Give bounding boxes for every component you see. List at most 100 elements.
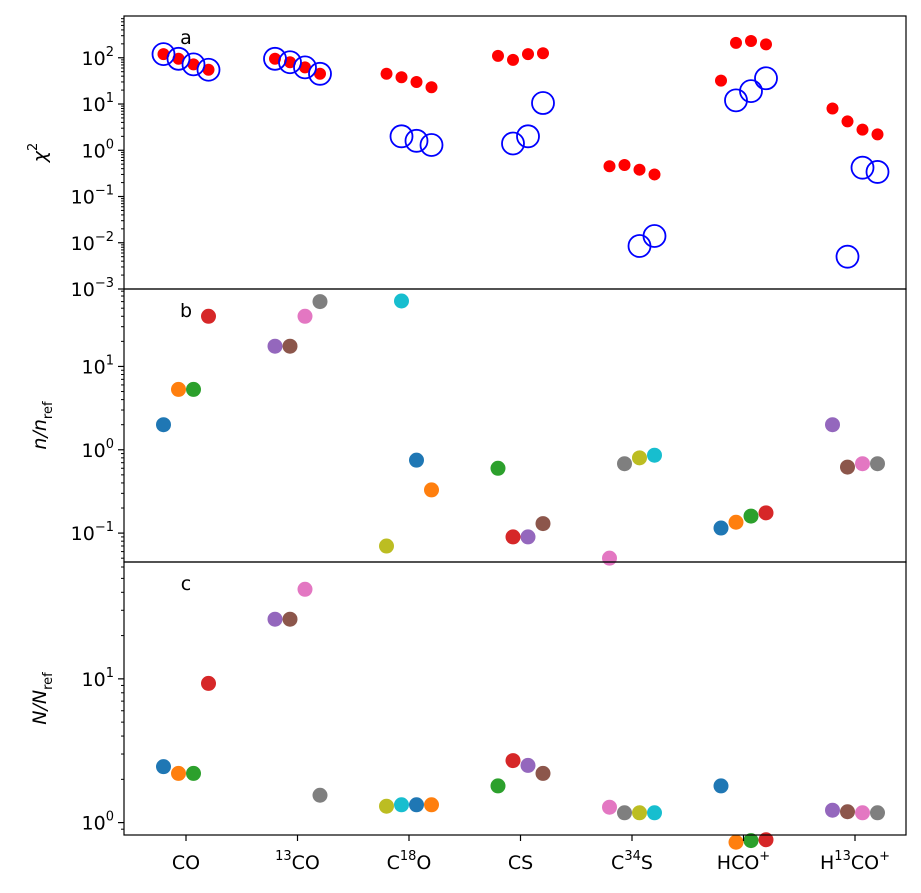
open-marker (642, 224, 667, 248)
x-tick-label: HCO+ (717, 849, 770, 874)
colored-dot-marker (870, 805, 885, 821)
colored-dot-marker (379, 538, 394, 554)
red-dot-marker (537, 47, 549, 60)
red-dot-marker (187, 58, 200, 71)
red-dot-marker (157, 48, 170, 61)
colored-dot-marker (855, 805, 870, 821)
colored-dot-marker (201, 308, 216, 324)
colored-dot-marker (490, 460, 506, 476)
colored-dot-marker (379, 798, 394, 814)
colored-dot-marker (743, 833, 759, 849)
colored-dot-marker (282, 338, 298, 354)
open-marker (501, 131, 525, 156)
colored-dot-marker (602, 550, 617, 566)
y-tick-label: 100 (82, 437, 114, 462)
x-tick-label: H13CO+ (820, 849, 890, 874)
colored-dot-marker (424, 797, 439, 813)
colored-dot-marker (520, 529, 536, 545)
colored-dot-marker (394, 797, 409, 813)
colored-dot-marker (312, 787, 328, 803)
open-marker (404, 128, 429, 153)
panel-c: 101 100 N/Nref c (29, 561, 907, 850)
panel-a: 102 101 100 10−1 10−2 10−3 χ2 a (26, 15, 907, 301)
colored-dot-marker (297, 581, 313, 597)
open-marker (166, 46, 191, 71)
colored-dot-marker (647, 447, 662, 463)
open-marker (196, 57, 221, 82)
colored-dot-marker (505, 753, 521, 769)
colored-dot-marker (267, 611, 283, 627)
series-c-dots (156, 581, 885, 850)
red-dot-marker (202, 63, 215, 76)
red-dot-marker (299, 61, 311, 74)
y-tick-label: 102 (82, 45, 114, 70)
panel-letter-b: b (180, 300, 192, 322)
series-a-red-dots (157, 35, 884, 181)
open-marker (263, 46, 287, 71)
red-dot-marker (425, 81, 438, 94)
red-dot-marker (760, 38, 772, 51)
open-marker (181, 52, 206, 77)
y-tick-label: 10−3 (71, 276, 114, 301)
x-tick-label: 13CO (275, 849, 320, 874)
colored-dot-marker (825, 417, 840, 433)
colored-dot-marker (743, 508, 759, 524)
red-dot-marker (522, 48, 534, 61)
open-marker (516, 124, 540, 149)
x-tick-label: CO (172, 852, 200, 874)
red-dot-marker (648, 168, 661, 181)
colored-dot-marker (758, 505, 774, 521)
red-dot-marker (633, 163, 646, 176)
red-dot-marker (172, 52, 185, 65)
colored-dot-marker (297, 308, 313, 324)
open-marker (739, 79, 763, 104)
open-marker (419, 133, 444, 157)
colored-dot-marker (617, 456, 632, 472)
series-a-blue-circles (151, 42, 890, 269)
colored-dot-marker (186, 765, 201, 781)
panel-b-y-label: n/nref (29, 401, 56, 450)
colored-dot-marker (825, 802, 840, 818)
panel-b-y-ticks: 101 100 10−1 (71, 353, 124, 545)
red-dot-marker (410, 75, 423, 88)
colored-dot-marker (490, 778, 506, 794)
red-dot-marker (715, 74, 727, 87)
red-dot-marker (284, 56, 296, 69)
red-dot-marker (618, 159, 631, 172)
open-marker (865, 160, 890, 184)
colored-dot-marker (713, 778, 729, 794)
panel-c-y-label: N/Nref (29, 672, 56, 725)
colored-dot-marker (424, 482, 439, 498)
colored-dot-marker (312, 294, 328, 310)
red-dot-marker (380, 67, 393, 80)
colored-dot-marker (171, 381, 186, 397)
x-axis: CO 13CO C18O CS C34S HCO+ H13CO+ (172, 835, 890, 874)
y-tick-label: 100 (82, 137, 114, 162)
panels-layer: 102 101 100 10−1 10−2 10−3 χ2 a 101 100 10−1 n/nref… (26, 15, 907, 850)
panel-b: 101 100 10−1 n/nref b (29, 288, 907, 566)
panel-a-y-label: χ2 (26, 143, 51, 164)
colored-dot-marker (632, 450, 647, 466)
open-marker (835, 244, 860, 269)
x-tick-label: C34S (611, 849, 653, 874)
colored-dot-marker (535, 765, 551, 781)
red-dot-marker (826, 102, 839, 115)
open-marker (531, 91, 555, 115)
colored-dot-marker (409, 452, 424, 468)
colored-dot-marker (758, 832, 774, 848)
colored-dot-marker (855, 456, 870, 472)
red-dot-marker (603, 160, 616, 173)
colored-dot-marker (171, 765, 186, 781)
red-dot-marker (871, 128, 884, 141)
colored-dot-marker (156, 759, 171, 775)
colored-dot-marker (394, 293, 409, 309)
red-dot-marker (745, 35, 757, 48)
red-dot-marker (730, 36, 742, 49)
open-marker (850, 155, 875, 180)
colored-dot-marker (520, 757, 536, 773)
open-marker (754, 66, 778, 91)
colored-dot-marker (632, 805, 647, 821)
open-marker (389, 124, 414, 149)
